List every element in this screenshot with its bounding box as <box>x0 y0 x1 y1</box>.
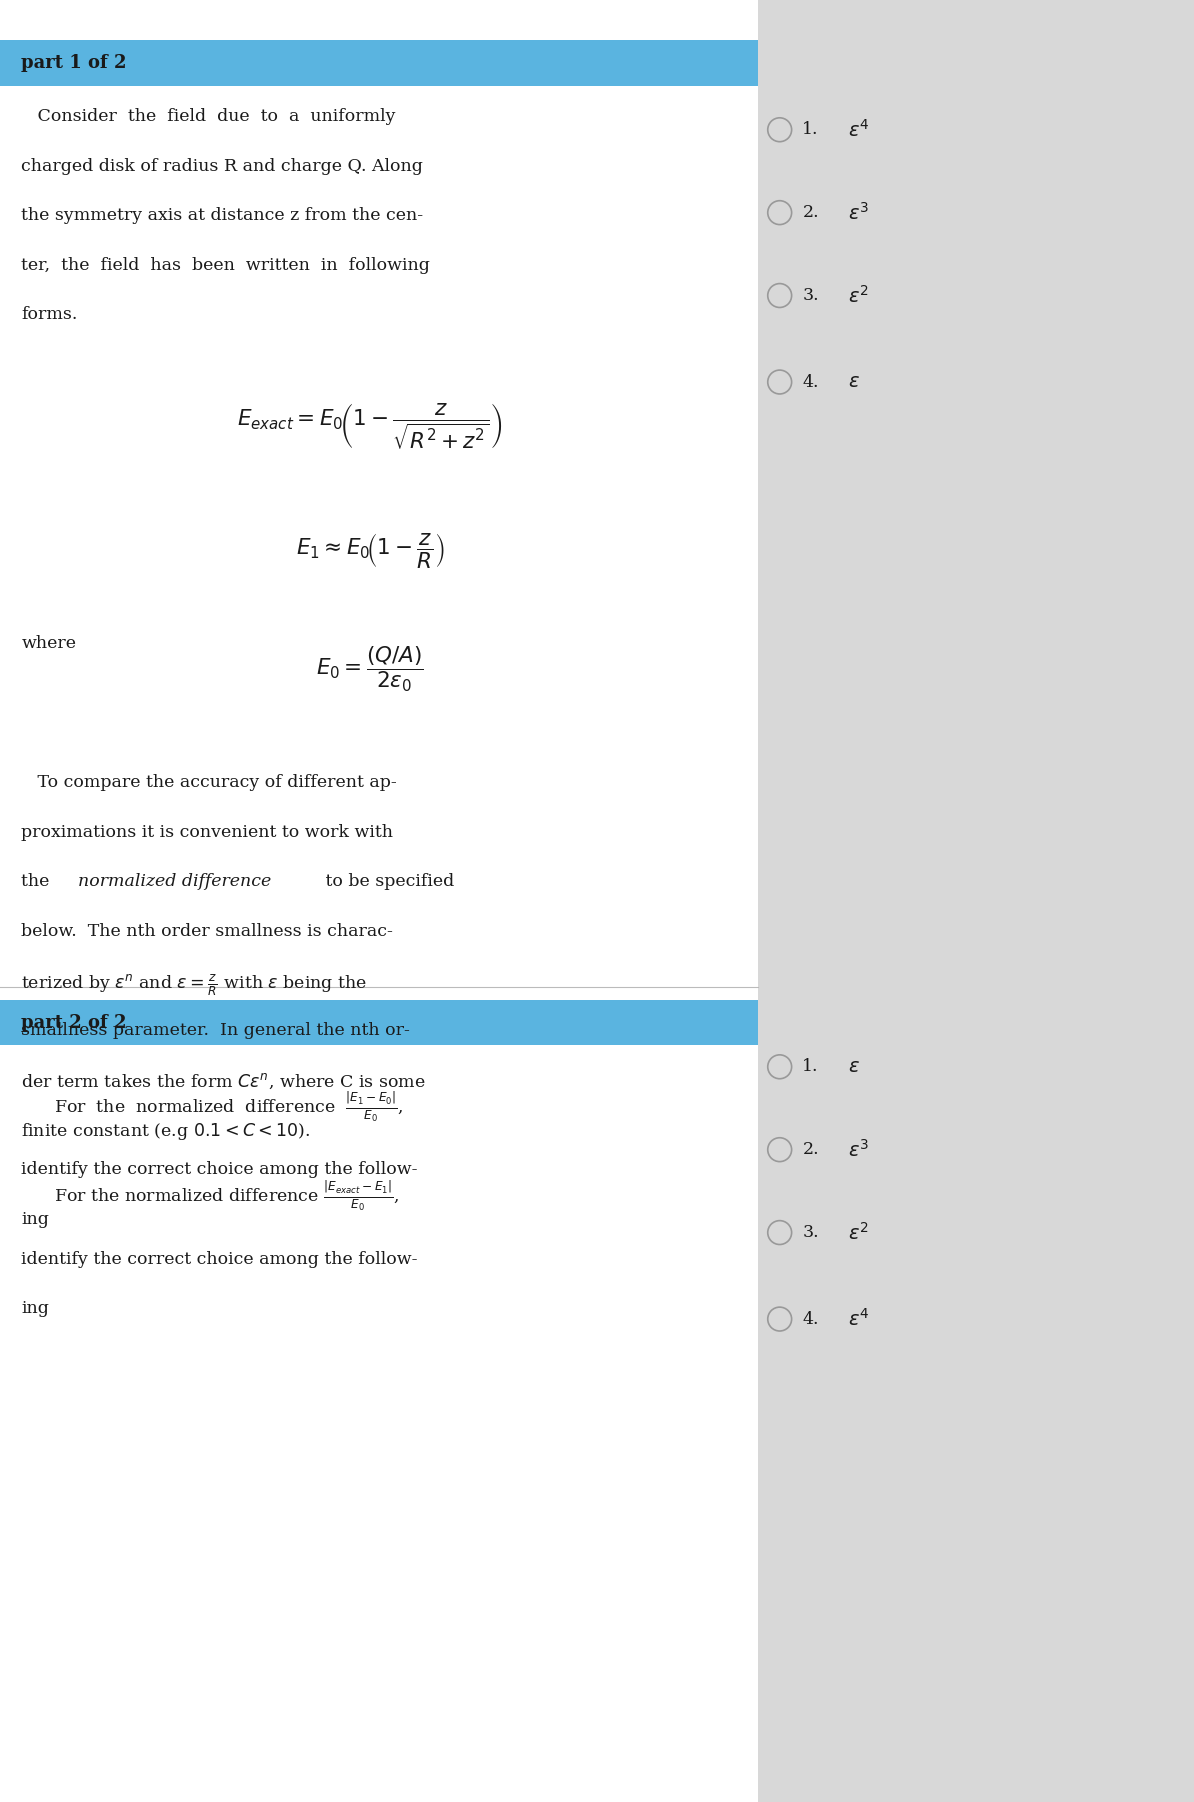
FancyBboxPatch shape <box>0 40 758 86</box>
Text: ing: ing <box>21 1211 49 1227</box>
Text: the symmetry axis at distance z from the cen-: the symmetry axis at distance z from the… <box>21 207 424 223</box>
Text: normalized difference: normalized difference <box>78 872 271 890</box>
Text: 4.: 4. <box>802 1310 819 1328</box>
Text: 4.: 4. <box>802 373 819 391</box>
Text: $\epsilon^2$: $\epsilon^2$ <box>848 285 868 306</box>
Text: the: the <box>21 872 55 890</box>
Text: $\epsilon$: $\epsilon$ <box>848 373 860 391</box>
Text: 2.: 2. <box>802 204 819 222</box>
Text: $\epsilon^3$: $\epsilon^3$ <box>848 202 869 223</box>
Text: where: where <box>21 636 76 652</box>
Text: 3.: 3. <box>802 287 819 305</box>
Text: part 1 of 2: part 1 of 2 <box>21 54 127 72</box>
Text: smallness parameter.  In general the nth or-: smallness parameter. In general the nth … <box>21 1022 411 1038</box>
Text: 1.: 1. <box>802 1058 819 1076</box>
Text: 1.: 1. <box>802 121 819 139</box>
Text: to be specified: to be specified <box>320 872 454 890</box>
Text: forms.: forms. <box>21 306 78 323</box>
Text: $\epsilon^4$: $\epsilon^4$ <box>848 119 869 141</box>
Text: part 2 of 2: part 2 of 2 <box>21 1015 127 1031</box>
Text: 3.: 3. <box>802 1224 819 1242</box>
FancyBboxPatch shape <box>758 0 1194 1802</box>
Text: $\epsilon^3$: $\epsilon^3$ <box>848 1139 869 1160</box>
Text: ter,  the  field  has  been  written  in  following: ter, the field has been written in follo… <box>21 256 430 274</box>
Text: terized by $\epsilon^n$ and $\epsilon = \frac{z}{R}$ with $\epsilon$ being the: terized by $\epsilon^n$ and $\epsilon = … <box>21 973 368 998</box>
Text: $\epsilon^4$: $\epsilon^4$ <box>848 1308 869 1330</box>
Text: For the normalized difference $\frac{|E_{exact} - E_1|}{E_0}$,: For the normalized difference $\frac{|E_… <box>54 1180 399 1213</box>
Text: finite constant (e.g $0.1 < C < 10$).: finite constant (e.g $0.1 < C < 10$). <box>21 1121 310 1142</box>
Text: $E_{exact} = E_0\!\left(1 - \dfrac{z}{\sqrt{R^2+z^2}}\right)$: $E_{exact} = E_0\!\left(1 - \dfrac{z}{\s… <box>238 402 503 450</box>
FancyBboxPatch shape <box>0 0 758 987</box>
Text: 2.: 2. <box>802 1141 819 1159</box>
Text: charged disk of radius R and charge Q. Along: charged disk of radius R and charge Q. A… <box>21 157 424 175</box>
Text: ing: ing <box>21 1301 49 1317</box>
Text: der term takes the form $C\epsilon^n$, where C is some: der term takes the form $C\epsilon^n$, w… <box>21 1070 426 1090</box>
Text: below.  The nth order smallness is charac-: below. The nth order smallness is charac… <box>21 923 393 939</box>
Text: Consider  the  field  due  to  a  uniformly: Consider the field due to a uniformly <box>21 108 396 124</box>
FancyBboxPatch shape <box>0 1000 758 1045</box>
Text: To compare the accuracy of different ap-: To compare the accuracy of different ap- <box>21 775 398 791</box>
Text: identify the correct choice among the follow-: identify the correct choice among the fo… <box>21 1162 418 1179</box>
Text: $\epsilon$: $\epsilon$ <box>848 1058 860 1076</box>
Text: $E_0 = \dfrac{(Q/A)}{2\varepsilon_0}$: $E_0 = \dfrac{(Q/A)}{2\varepsilon_0}$ <box>316 645 424 694</box>
Text: proximations it is convenient to work with: proximations it is convenient to work wi… <box>21 824 394 840</box>
FancyBboxPatch shape <box>0 987 758 1802</box>
Text: For  the  normalized  difference  $\frac{|E_1 - E_0|}{E_0}$,: For the normalized difference $\frac{|E_… <box>54 1090 404 1124</box>
Text: $E_1 \approx E_0\!\left(1 - \dfrac{z}{R}\right)$: $E_1 \approx E_0\!\left(1 - \dfrac{z}{R}… <box>296 530 444 569</box>
Text: $\epsilon^2$: $\epsilon^2$ <box>848 1222 868 1243</box>
Text: identify the correct choice among the follow-: identify the correct choice among the fo… <box>21 1251 418 1267</box>
